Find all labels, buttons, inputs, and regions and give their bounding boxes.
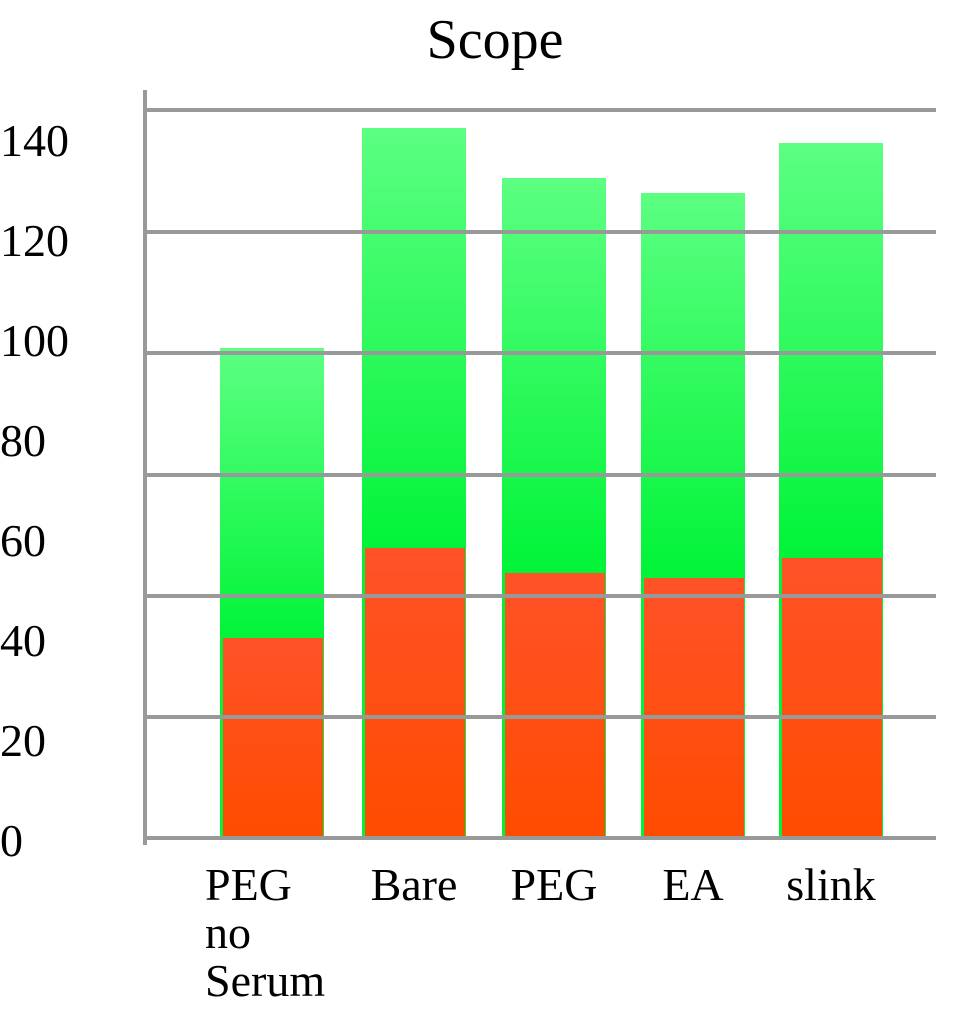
- x-tick-label: slink: [786, 859, 875, 910]
- x-tick-label: Bare: [371, 859, 458, 910]
- y-tick-label: 0: [0, 815, 23, 866]
- x-tick-label-line: Serum: [205, 955, 325, 1006]
- y-tick-label: 120: [0, 215, 69, 266]
- y-tick-label: 80: [0, 415, 46, 466]
- chart-title: Scope: [426, 9, 564, 71]
- x-tick-label-line: EA: [662, 859, 723, 910]
- x-tick-label-line: Bare: [371, 859, 458, 910]
- y-tick-label: 140: [0, 115, 69, 166]
- x-tick-label-line: PEG: [511, 859, 598, 910]
- x-tick-label-line: no: [205, 907, 251, 958]
- y-tick-label: 100: [0, 315, 69, 366]
- bar-lower-2: [505, 573, 605, 838]
- x-tick-label-line: PEG: [205, 859, 292, 910]
- bar-lower-3: [644, 578, 744, 838]
- y-tick-label: 60: [0, 515, 46, 566]
- bar-lower-1: [365, 548, 465, 838]
- x-tick-label: EA: [662, 859, 723, 910]
- x-tick-label: PEG: [511, 859, 598, 910]
- y-tick-label: 20: [0, 715, 46, 766]
- y-tick-label: 40: [0, 615, 46, 666]
- bar-lower-0: [223, 638, 323, 838]
- x-tick-label: PEG no Serum: [205, 859, 325, 1006]
- bar-lower-4: [782, 558, 882, 838]
- x-tick-label-line: slink: [786, 859, 875, 910]
